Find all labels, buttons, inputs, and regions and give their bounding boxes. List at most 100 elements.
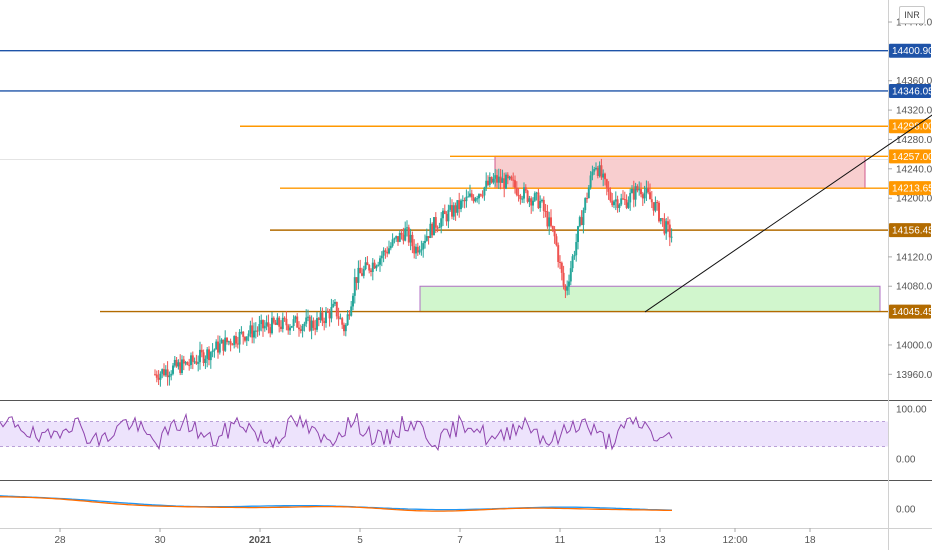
candle-body [276, 317, 279, 325]
candle-body [379, 258, 381, 265]
candle-body [566, 286, 569, 291]
candle-body [433, 217, 435, 236]
candle-body [199, 349, 201, 363]
candle-body [476, 198, 479, 200]
candle-body [595, 167, 597, 170]
candle-body [161, 369, 164, 374]
candle-body [370, 270, 372, 272]
candle-body [575, 242, 578, 256]
candle-body [289, 327, 291, 331]
candle-body [499, 176, 502, 183]
candle-body [251, 325, 254, 338]
price-level-label: 14257.00 [892, 152, 932, 163]
candle-body [551, 225, 554, 230]
candle-body [658, 202, 660, 222]
candle-body [388, 248, 390, 254]
time-tick-label: 18 [804, 535, 816, 546]
signal-line [0, 496, 672, 512]
candle-body [650, 199, 653, 203]
candle-body [191, 355, 194, 362]
candle-body [497, 176, 500, 183]
candle-body [438, 227, 441, 229]
candle-body [645, 187, 648, 194]
time-tick-label: 5 [357, 535, 363, 546]
candle-body [411, 234, 414, 247]
candle-body [629, 192, 632, 203]
candle-body [343, 324, 345, 332]
candle-body [364, 262, 367, 270]
candle-body [202, 352, 205, 364]
candle-body [503, 178, 506, 189]
candle-body [451, 205, 453, 217]
price-level-badge [889, 181, 931, 196]
candle-body [424, 240, 426, 244]
candle-body [245, 336, 248, 341]
candle-body [461, 200, 464, 202]
candle-body [614, 199, 617, 202]
candle-body [496, 175, 498, 183]
candle-body [215, 341, 218, 350]
price-level-label: 14156.45 [892, 226, 932, 237]
price-level-badge [889, 149, 931, 164]
candle-body [195, 361, 198, 364]
candle-body [568, 281, 570, 287]
candle-body [659, 218, 662, 222]
candle-body [665, 221, 668, 234]
candle-body [611, 200, 614, 206]
candle-body [389, 245, 392, 249]
candle-body [301, 325, 304, 331]
candle-body [391, 239, 394, 246]
candle-body [164, 369, 167, 376]
candle-body [229, 341, 232, 345]
candle-body [458, 200, 461, 210]
candle-body [485, 180, 488, 188]
candle-body [317, 318, 320, 320]
candle-body [361, 273, 363, 276]
candle-body [395, 236, 398, 239]
candle-body [339, 318, 342, 320]
candle-body [249, 325, 252, 334]
candle-body [172, 365, 174, 374]
candle-body [643, 193, 646, 199]
candle-body [355, 277, 358, 283]
candle-body [472, 197, 475, 202]
candle-body [649, 192, 651, 200]
candle-body [280, 326, 282, 329]
candle-body [330, 307, 333, 319]
candle-body [449, 205, 452, 210]
candle-body [652, 202, 655, 211]
candle-body [604, 173, 606, 180]
candle-body [211, 350, 214, 353]
candle-body [505, 174, 507, 189]
candle-body [555, 236, 558, 246]
candle-body [584, 198, 587, 211]
candle-body [209, 352, 212, 361]
price-tick-label: 13960.00 [896, 370, 932, 381]
candle-body [398, 232, 401, 242]
candle-body [445, 213, 448, 222]
candle-body [631, 188, 633, 193]
candle-body [407, 227, 410, 243]
candle-body [519, 195, 522, 200]
candle-body [465, 196, 468, 202]
candle-body [352, 295, 354, 307]
candle-body [159, 373, 162, 380]
candle-body [463, 200, 466, 202]
candle-body [382, 250, 385, 256]
currency-selector[interactable]: INR [899, 6, 925, 24]
candle-body [173, 359, 176, 366]
candle-body [296, 316, 299, 328]
candle-body [316, 318, 318, 330]
candle-body [623, 199, 626, 201]
candle-body [515, 187, 518, 196]
time-tick-label: 12:00 [722, 535, 747, 546]
candle-body [541, 199, 543, 202]
candle-body [258, 324, 261, 331]
candle-body [544, 210, 547, 212]
price-level-label: 14298.00 [892, 122, 932, 133]
price-level-label: 14045.45 [892, 307, 932, 318]
candle-body [226, 337, 228, 343]
candle-body [400, 232, 403, 235]
candle-body [235, 336, 237, 344]
